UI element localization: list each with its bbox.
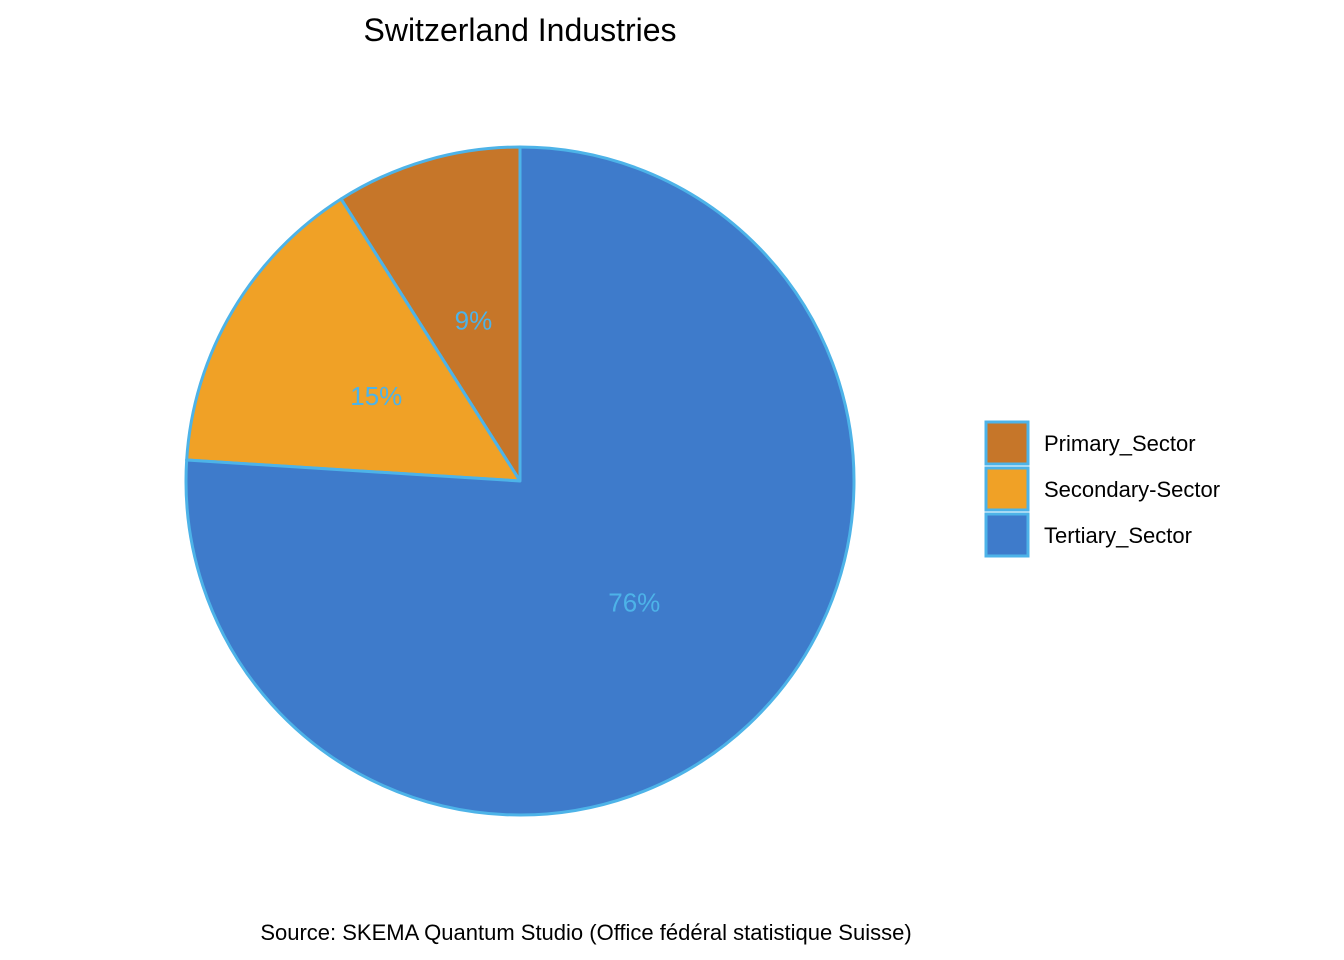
slice-label: 15% <box>350 381 402 411</box>
pie-slice-primary-sector <box>339 145 522 483</box>
pie-slice-tertiary-sector <box>184 145 856 817</box>
pie-slice-labels: 9% 15% 76% <box>350 306 660 618</box>
legend-key <box>984 512 1030 558</box>
legend: Primary_Sector Secondary-Sector Tertiary_S… <box>984 420 1220 558</box>
pie-slice-secondary-sector <box>185 197 522 483</box>
slice-label: 9% <box>455 306 493 336</box>
legend-label: Tertiary_Sector <box>1044 523 1192 548</box>
slice-label: 76% <box>608 588 660 618</box>
legend-key <box>984 420 1030 466</box>
pie-slices <box>184 145 856 817</box>
legend-key <box>984 466 1030 512</box>
legend-label: Secondary-Sector <box>1044 477 1220 502</box>
legend-label: Primary_Sector <box>1044 431 1196 456</box>
chart-title: Switzerland Industries <box>363 12 676 48</box>
chart-caption: Source: SKEMA Quantum Studio (Office féd… <box>260 920 911 945</box>
